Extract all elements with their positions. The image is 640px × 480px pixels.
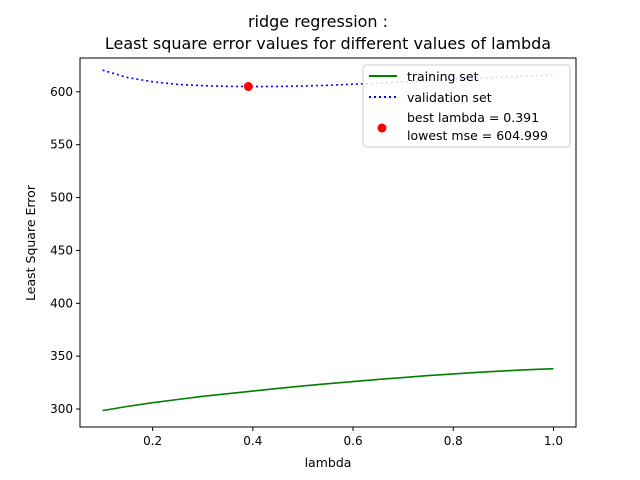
- legend-best-lambda-label: best lambda = 0.391: [407, 110, 539, 125]
- y-tick-label: 500: [50, 191, 73, 205]
- chart-title-line1: ridge regression :: [248, 12, 388, 31]
- y-axis-label: Least Square Error: [23, 184, 38, 301]
- series-line-training: [102, 367, 554, 412]
- y-tick-label: 400: [50, 296, 73, 310]
- legend-training-label: training set: [407, 69, 479, 84]
- x-tick-label: 0.8: [444, 434, 463, 448]
- y-tick-label: 350: [50, 349, 73, 363]
- legend: training set validation set best lambda …: [362, 64, 571, 148]
- x-tick-label: 0.4: [243, 434, 262, 448]
- series-layer: [102, 69, 554, 412]
- y-tick-label: 450: [50, 243, 73, 257]
- legend-validation-label: validation set: [407, 90, 492, 105]
- x-tick-label: 0.6: [344, 434, 363, 448]
- y-tick-label: 300: [50, 402, 73, 416]
- x-tick-label: 1.0: [544, 434, 563, 448]
- y-tick-label: 600: [50, 85, 73, 99]
- y-tick-label: 550: [50, 138, 73, 152]
- legend-best-point-marker: [377, 123, 387, 133]
- legend-box: [362, 64, 571, 148]
- ticks-layer: 0.2 0.4 0.6 0.8 1.0 300 350 400 450 500 550 600: [50, 85, 563, 448]
- x-axis-label: lambda: [305, 455, 352, 470]
- plot-frame: [79, 57, 577, 428]
- legend-lowest-mse-label: lowest mse = 604.999: [407, 128, 548, 143]
- series-line-validation: [102, 69, 554, 88]
- x-tick-label: 0.2: [143, 434, 162, 448]
- best-lambda-point: [243, 82, 253, 92]
- chart-title-line2: Least square error values for different …: [105, 34, 551, 53]
